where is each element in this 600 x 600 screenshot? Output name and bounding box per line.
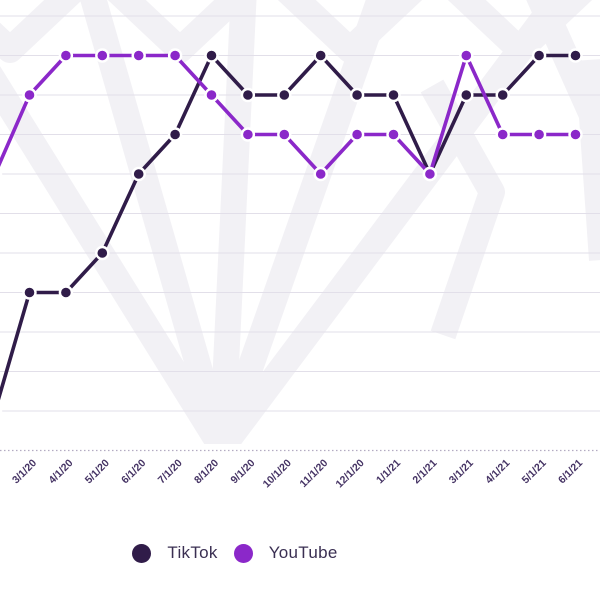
legend-item-tiktok: TikTok — [132, 543, 217, 563]
data-point-youtube-1/1/21 — [386, 127, 401, 142]
data-point-youtube-10/1/20 — [277, 127, 292, 142]
x-axis-label: 11/1/20 — [297, 457, 330, 490]
data-point-youtube-5/1/20 — [95, 48, 110, 63]
data-point-youtube-8/1/20 — [204, 87, 219, 103]
data-point-tiktok-5/1/21 — [531, 48, 547, 63]
legend-dot-youtube-icon — [233, 543, 253, 563]
data-point-tiktok-11/1/20 — [313, 48, 328, 63]
x-axis-label: 6/1/21 — [556, 457, 585, 486]
data-point-tiktok-5/1/20 — [95, 245, 110, 261]
gem-facet-line — [80, 0, 235, 444]
x-axis-labels: 3/1/20 4/1/20 5/1/20 6/1/20 7/1/20 8/1/20 9/1/… — [10, 457, 585, 490]
legend: TikTok YouTube — [0, 543, 535, 563]
x-axis-label: 2/1/21 — [410, 457, 439, 486]
gem-facet-line — [0, 66, 234, 444]
x-axis-label: 5/1/20 — [83, 457, 112, 486]
data-point-tiktok-10/1/20 — [277, 87, 292, 103]
line-chart: 3/1/20 4/1/20 5/1/20 6/1/20 7/1/20 8/1/20 9/1/… — [0, 0, 600, 490]
data-point-youtube-prev — [0, 168, 3, 180]
data-point-youtube-2/1/21 — [422, 166, 438, 182]
gem-facet-line — [209, 0, 257, 444]
data-point-tiktok-3/1/20 — [22, 285, 37, 300]
data-point-tiktok-9/1/20 — [240, 87, 256, 103]
data-point-tiktok-7/1/20 — [167, 127, 183, 142]
x-axis-label: 3/1/20 — [10, 457, 39, 486]
data-point-tiktok-4/1/20 — [58, 285, 74, 300]
data-point-youtube-3/1/21 — [459, 48, 474, 63]
data-point-tiktok-prev — [0, 405, 3, 417]
x-axis-label: 12/1/20 — [333, 457, 366, 490]
series-lines-and-points — [0, 48, 583, 417]
data-point-youtube-11/1/20 — [313, 166, 328, 182]
x-axis-label: 4/1/21 — [483, 457, 512, 486]
data-point-youtube-12/1/20 — [349, 127, 365, 142]
data-point-tiktok-12/1/20 — [349, 87, 365, 103]
data-point-youtube-9/1/20 — [240, 127, 256, 142]
data-point-tiktok-3/1/21 — [459, 87, 474, 103]
x-axis-label: 3/1/21 — [447, 457, 476, 486]
data-point-tiktok-6/1/21 — [568, 48, 583, 63]
data-point-youtube-4/1/20 — [58, 48, 74, 63]
data-point-youtube-6/1/21 — [568, 127, 583, 142]
data-point-youtube-4/1/21 — [495, 127, 510, 142]
legend-label-youtube: YouTube — [268, 543, 338, 562]
x-axis-label: 4/1/20 — [46, 457, 75, 486]
data-point-youtube-3/1/20 — [22, 87, 37, 103]
gridlines — [0, 15, 600, 452]
x-axis-label: 9/1/20 — [228, 457, 257, 486]
gem-girdle-zigzag — [0, 0, 593, 63]
x-axis-label: 6/1/20 — [119, 457, 148, 486]
data-point-tiktok-6/1/20 — [131, 166, 146, 182]
x-axis-label: 8/1/20 — [192, 457, 221, 486]
x-axis-label: 7/1/20 — [156, 457, 185, 486]
data-point-tiktok-1/1/21 — [386, 87, 401, 103]
x-axis-label: 1/1/21 — [374, 457, 403, 486]
x-axis-label: 5/1/21 — [520, 457, 549, 486]
data-point-youtube-7/1/20 — [167, 48, 183, 63]
gem-facet-line — [575, 59, 600, 261]
data-point-youtube-6/1/20 — [131, 48, 146, 63]
legend-item-youtube: YouTube — [233, 543, 338, 563]
gem-facet-chevron — [420, 79, 505, 340]
legend-dot-tiktok-icon — [132, 543, 152, 563]
x-axis-label: 10/1/20 — [261, 457, 294, 490]
legend-label-tiktok: TikTok — [167, 543, 218, 562]
data-point-tiktok-4/1/21 — [495, 87, 510, 103]
gem-watermark-icon — [0, 0, 600, 444]
data-point-tiktok-8/1/20 — [204, 48, 219, 63]
data-point-youtube-5/1/21 — [531, 127, 547, 142]
